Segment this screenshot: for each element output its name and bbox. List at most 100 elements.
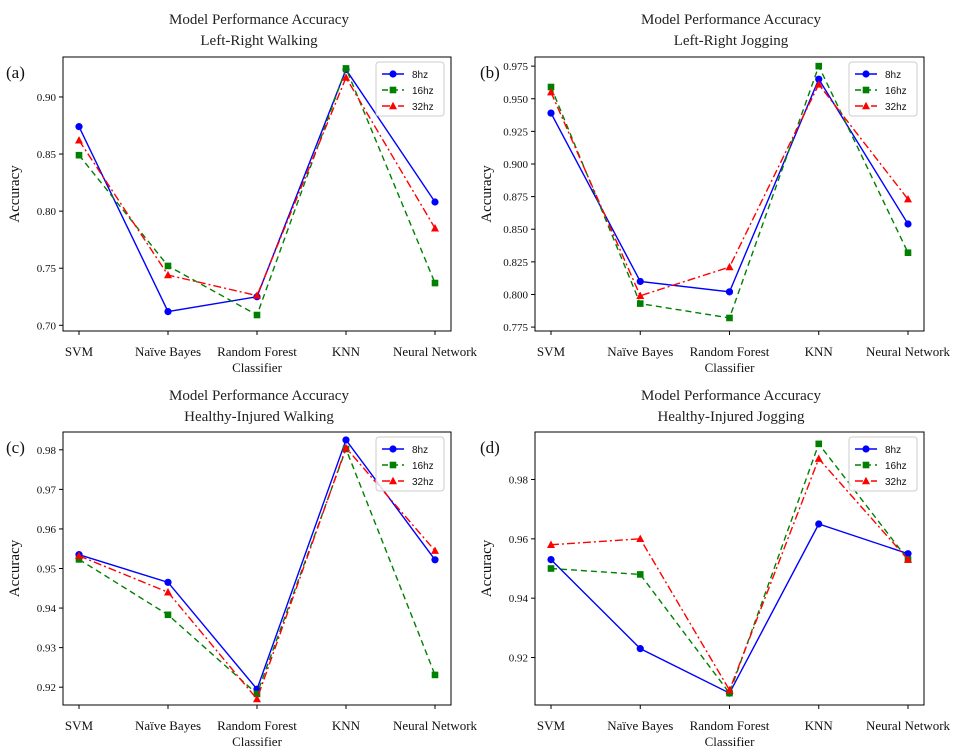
- data-point-16hz: [253, 311, 261, 319]
- y-tick-label: 0.775: [503, 322, 528, 334]
- y-tick-label: 0.94: [37, 603, 57, 615]
- y-tick-label: 0.95: [37, 564, 57, 576]
- data-point-32hz: [342, 443, 350, 452]
- data-point-16hz: [547, 565, 555, 572]
- legend-box: [375, 436, 445, 492]
- data-point-8hz: [636, 645, 644, 653]
- panel-label: (a): [6, 63, 25, 82]
- data-point-16hz: [815, 440, 823, 448]
- data-point-8hz: [904, 550, 912, 558]
- data-point-16hz: [164, 262, 172, 270]
- y-tick-label: 0.850: [503, 224, 528, 236]
- legend-entry-8hz: 8hz: [412, 445, 428, 456]
- data-point-32hz: [431, 224, 439, 232]
- data-point-32hz: [547, 540, 555, 548]
- chart-panel-3: Model Performance Accuracy Healthy-Injure…: [479, 388, 951, 749]
- y-tick-label: 0.75: [37, 263, 57, 275]
- legend-box: [375, 61, 445, 117]
- data-point-16hz: [75, 151, 83, 159]
- data-point-32hz: [431, 546, 439, 554]
- series-32hz: [547, 454, 912, 694]
- data-point-8hz: [164, 578, 172, 586]
- y-tick-label: 0.950: [503, 94, 528, 106]
- x-tick-label: KNN: [805, 344, 834, 359]
- data-point-16hz: [431, 279, 439, 287]
- data-point-32hz: [904, 195, 912, 203]
- x-tick-label: Classifier: [232, 734, 282, 749]
- chart-panel-2: Model Performance Accuracy Healthy-Injure…: [6, 388, 478, 749]
- x-tick-label: KNN: [332, 718, 361, 733]
- data-point-8hz: [815, 75, 823, 83]
- chart-title-line-1: Healthy-Injured Jogging: [657, 409, 805, 425]
- series-32hz: [75, 73, 439, 299]
- x-tick-label: Neural Network: [866, 344, 951, 359]
- series-16hz: [547, 62, 912, 322]
- y-tick-label: 0.80: [37, 206, 57, 218]
- data-point-16hz: [636, 571, 644, 578]
- chart-title-line-1: Left-Right Jogging: [674, 33, 789, 49]
- data-point-32hz: [75, 551, 83, 560]
- data-point-16hz: [431, 671, 439, 679]
- legend-entry-32hz: 32hz: [412, 477, 434, 488]
- y-tick-label: 0.98: [37, 445, 57, 457]
- panel-label: (b): [480, 63, 500, 82]
- data-point-8hz: [904, 220, 912, 228]
- data-point-16hz: [815, 62, 823, 70]
- chart-title-line-1: Healthy-Injured Walking: [184, 409, 334, 425]
- y-tick-label: 0.825: [503, 257, 528, 269]
- x-tick-label: Naïve Bayes: [607, 344, 673, 359]
- data-point-8hz: [164, 307, 172, 316]
- legend-entry-16hz: 16hz: [885, 461, 907, 472]
- data-point-16hz: [253, 690, 261, 698]
- x-tick-label: SVM: [537, 344, 566, 359]
- x-tick-label: Naïve Bayes: [135, 718, 201, 733]
- legend-entry-32hz: 32hz: [885, 102, 907, 113]
- legend-marker-16hz: [389, 86, 397, 94]
- data-point-32hz: [75, 136, 83, 144]
- data-point-16hz: [726, 314, 733, 322]
- legend: 8hz 16hz 32hz: [375, 436, 445, 492]
- y-tick-label: 0.92: [37, 682, 56, 694]
- chart-title-line-0: Model Performance Accuracy: [169, 388, 349, 404]
- chart-title-line-0: Model Performance Accuracy: [641, 12, 821, 28]
- data-point-16hz: [636, 300, 644, 307]
- legend: 8hz 16hz 32hz: [848, 61, 918, 117]
- x-tick-label: Neural Network: [393, 344, 478, 359]
- y-tick-label: 0.90: [37, 92, 57, 104]
- y-axis-label: Accuracy: [479, 165, 495, 223]
- y-tick-label: 0.925: [503, 126, 528, 138]
- y-axis-label: Accuracy: [479, 539, 495, 597]
- data-point-8hz: [547, 109, 555, 117]
- series-8hz: [547, 75, 912, 296]
- x-tick-label: KNN: [332, 344, 361, 359]
- data-point-16hz: [164, 611, 172, 619]
- chart-title-line-0: Model Performance Accuracy: [641, 388, 821, 404]
- data-point-32hz: [253, 291, 261, 299]
- chart-panel-1: Model Performance Accuracy Left-Right Jog…: [479, 12, 951, 375]
- panel-label: (c): [6, 438, 25, 457]
- data-point-8hz: [342, 436, 350, 444]
- legend-box: [848, 436, 918, 492]
- legend-entry-8hz: 8hz: [412, 70, 428, 81]
- y-tick-label: 0.94: [509, 593, 529, 605]
- legend-marker-8hz: [862, 70, 870, 78]
- y-tick-label: 0.97: [37, 484, 57, 496]
- series-line-8hz: [550, 523, 909, 695]
- legend-box: [848, 61, 918, 117]
- data-point-32hz: [342, 73, 350, 81]
- data-point-32hz: [904, 555, 912, 563]
- legend-marker-8hz: [862, 445, 870, 453]
- legend-entry-8hz: 8hz: [885, 445, 901, 456]
- data-point-32hz: [253, 694, 261, 703]
- y-tick-label: 0.85: [37, 149, 57, 161]
- chart-title-line-0: Model Performance Accuracy: [169, 12, 349, 28]
- legend-entry-32hz: 32hz: [885, 477, 907, 488]
- data-point-8hz: [431, 198, 439, 206]
- x-tick-label: Classifier: [232, 360, 282, 375]
- y-axis-label: Accuracy: [7, 539, 23, 597]
- data-point-8hz: [725, 288, 734, 296]
- data-point-32hz: [725, 262, 734, 271]
- data-point-32hz: [725, 685, 734, 694]
- data-point-32hz: [636, 291, 645, 299]
- data-point-16hz: [547, 83, 555, 91]
